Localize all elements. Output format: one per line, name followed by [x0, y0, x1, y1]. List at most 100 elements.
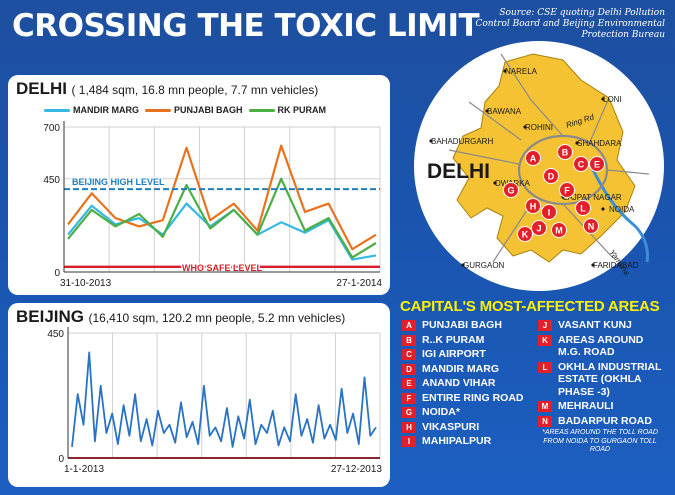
yamuna-river: [587, 161, 649, 263]
area-badge: M: [538, 401, 552, 412]
map-marker-g: [503, 182, 519, 198]
area-badge: I: [402, 436, 416, 447]
source-note: Source: CSE quoting Delhi Pollution Cont…: [475, 8, 665, 40]
map-marker-label-b: B: [562, 148, 569, 158]
map-marker-label-i: I: [548, 208, 551, 218]
x-tick-label-start: 31-10-2013: [60, 278, 112, 289]
areas-title: CAPITAL'S MOST-AFFECTED AREAS: [400, 298, 660, 315]
delhi-stats: ( 1,484 sqm, 16.8 mn people, 7.7 mn vehi…: [71, 83, 319, 97]
map-marker-label-n: N: [588, 222, 595, 232]
place-dot: [601, 97, 605, 101]
place-dot: [523, 125, 527, 129]
x-tick-label-end: 27-12-2013: [331, 464, 383, 475]
delhi-name: DELHI: [16, 79, 67, 98]
area-name: MEHRAULI: [558, 400, 614, 412]
affected-areas: CAPITAL'S MOST-AFFECTED AREAS A PUNJABI B…: [396, 298, 668, 490]
map-marker-f: [559, 182, 575, 198]
beijing-chart: 0 450 1-1-2013 27-12-2013: [47, 327, 383, 475]
y-tick-label: 450: [47, 329, 64, 340]
area-item-e: E ANAND VIHAR: [396, 377, 532, 390]
place-label-bawana: BAWANA: [487, 107, 522, 116]
map-marker-i: [541, 204, 557, 220]
map-marker-label-k: K: [522, 230, 529, 240]
x-tick-label-end: 27-1-2014: [336, 278, 382, 289]
place-label-lajpat-nagar: LAJPAT NAGAR: [563, 193, 622, 202]
series-line-rk-puram: [67, 177, 377, 259]
place-dot: [575, 141, 579, 145]
beijing-stats: (16,410 sqm, 120.2 mn people, 5.2 mn veh…: [88, 311, 346, 325]
place-dot: [429, 139, 433, 143]
area-badge: A: [402, 320, 416, 331]
place-dot: [461, 263, 465, 267]
place-label-loni: LONI: [603, 95, 622, 104]
delhi-title: DELHI ( 1,484 sqm, 16.8 mn people, 7.7 m…: [16, 79, 318, 99]
area-badge: L: [538, 361, 552, 373]
area-name: MANDIR MARG: [422, 362, 499, 375]
areas-column-left: A PUNJABI BAGH B R..K PURAM C IGI AIRPORT D MAN…: [396, 319, 532, 455]
beijing-name: BEIJING: [16, 307, 85, 326]
area-name: NOIDA*: [422, 406, 460, 418]
series-line-beijing: [71, 351, 377, 448]
place-label-rohini: ROHINI: [525, 123, 553, 132]
area-badge: E: [402, 378, 416, 389]
area-name: AREAS AROUND M.G. ROAD: [558, 333, 644, 359]
area-name: R..K PURAM: [422, 333, 485, 346]
area-item-f: F ENTIRE RING ROAD: [396, 392, 532, 405]
delhi-map: NARELA BAWANA LONI ROHINI SHAHDARA BAHADURGAR…: [414, 41, 664, 291]
place-label-shahdara: SHAHDARA: [577, 139, 622, 148]
map-marker-a: [525, 150, 541, 166]
area-name: MAHIPALPUR: [422, 435, 492, 447]
area-name: BADARPUR ROAD: [558, 414, 652, 427]
series-line-punjabi-bagh: [67, 144, 377, 251]
legend-swatch-punjabi-bagh: [145, 108, 171, 112]
map-roads: [448, 53, 650, 263]
map-marker-j: [531, 220, 547, 236]
map-marker-d: [543, 168, 559, 184]
who-safe-label: WHO SAFE LEVEL: [182, 263, 263, 273]
map-marker-e: [589, 156, 605, 172]
area-item-m: M MEHRAULI: [532, 400, 668, 413]
map-marker-label-f: F: [564, 186, 570, 196]
area-item-a: A PUNJABI BAGH: [396, 319, 532, 332]
area-badge: N: [538, 415, 552, 427]
area-badge: F: [402, 392, 416, 404]
map-marker-k: [517, 226, 533, 242]
y-tick-label: 700: [43, 123, 60, 134]
area-name: ANAND VIHAR: [422, 377, 496, 389]
area-badge: D: [402, 363, 416, 375]
y-tick-label: 0: [58, 454, 64, 465]
legend-item-rk-puram: RK PURAM: [248, 105, 326, 115]
area-badge: B: [402, 334, 416, 346]
area-name: ENTIRE RING ROAD: [422, 391, 524, 404]
areas-column-right: J VASANT KUNJ K AREAS AROUND M.G. ROAD L OKHL…: [532, 319, 668, 455]
area-item-c: C IGI AIRPORT: [396, 348, 532, 361]
map-marker-label-m: M: [555, 226, 563, 236]
legend-swatch-mandir-marg: [44, 108, 70, 112]
map-marker-l: [575, 200, 591, 216]
area-badge: K: [538, 334, 552, 346]
area-item-g: G NOIDA*: [396, 406, 532, 419]
y-tick-label: 450: [43, 175, 60, 186]
legend-label-punjabi-bagh: PUNJABI BAGH: [174, 105, 243, 115]
place-dot: [503, 69, 507, 73]
place-label-narela: NARELA: [505, 67, 538, 76]
map-marker-label-g: G: [507, 186, 514, 196]
area-item-n: N BADARPUR ROAD: [532, 415, 668, 428]
map-marker-label-c: C: [578, 160, 585, 170]
legend-item-punjabi-bagh: PUNJABI BAGH: [145, 105, 243, 115]
map-marker-h: [525, 198, 541, 214]
place-dot: [601, 207, 605, 211]
place-dot: [485, 109, 489, 113]
area-name: OKHLA INDUSTRIAL ESTATE (OKHLA PHASE -3): [558, 360, 662, 398]
delhi-chart: BEIJING HIGH LEVEL WHO SAFE LEVEL 0 450 700…: [43, 121, 382, 289]
legend-label-mandir-marg: MANDIR MARG: [73, 105, 139, 115]
area-item-d: D MANDIR MARG: [396, 363, 532, 376]
place-label-faridabad: FARIDABAD: [593, 261, 639, 270]
area-name: VIKASPURI: [422, 420, 480, 433]
area-badge: H: [402, 421, 416, 433]
area-item-h: H VIKASPURI: [396, 421, 532, 434]
legend-swatch-rk-puram: [248, 108, 275, 112]
page-title: CROSSING THE TOXIC LIMIT: [12, 8, 480, 44]
place-label-gurgaon: GURGAON: [463, 261, 505, 270]
delhi-legend: MANDIR MARG PUNJABI BAGH RK PURAM: [44, 105, 326, 115]
